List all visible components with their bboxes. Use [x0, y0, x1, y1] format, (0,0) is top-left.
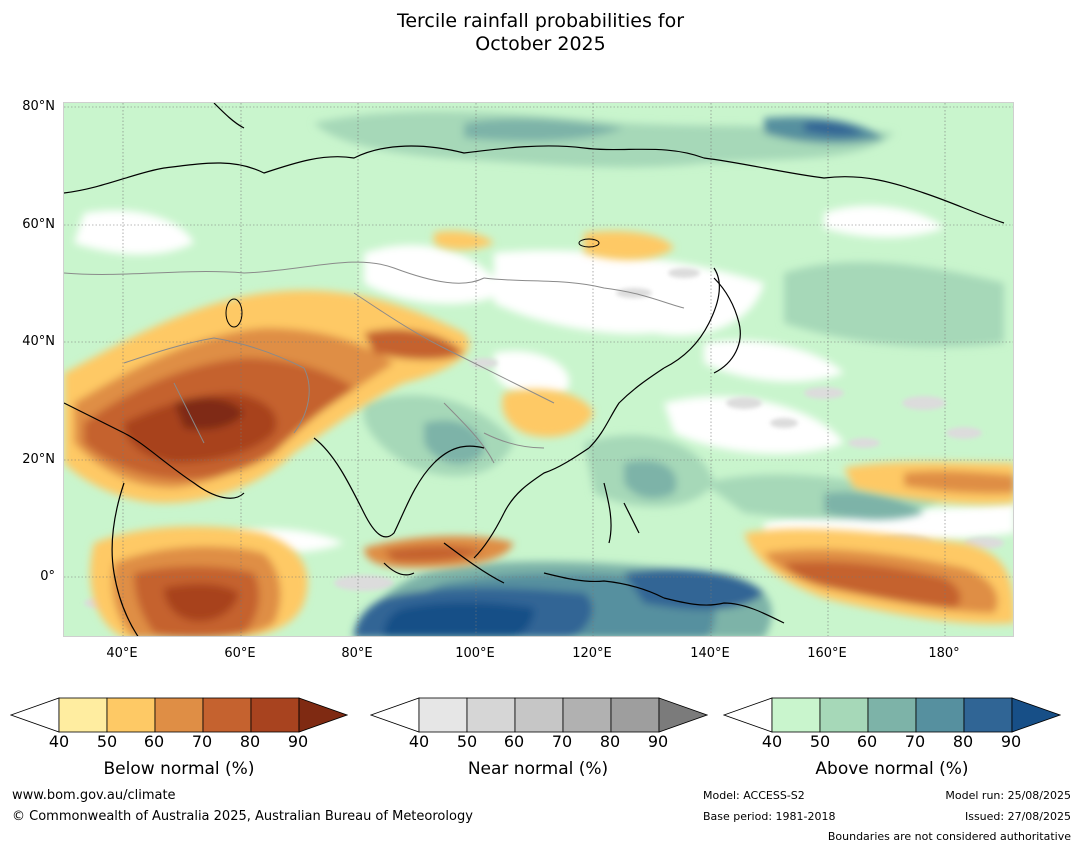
- near-normal-title: Near normal (%): [467, 759, 609, 779]
- above-normal-title: Above normal (%): [815, 759, 969, 779]
- above-colorbar-segment-5: [963, 697, 1013, 733]
- map-title: Tercile rainfall probabilities for Octob…: [0, 10, 1081, 56]
- lat-label-0: 0°: [40, 569, 55, 584]
- below-normal-title: Below normal (%): [103, 759, 255, 779]
- near-tick-50: 50: [456, 732, 478, 751]
- lat-label-80n: 80°N: [22, 99, 55, 114]
- below-colorbar-segment-1: [58, 697, 108, 733]
- above-colorbar-segment-2: [819, 697, 869, 733]
- lon-label-160e: 160°E: [807, 646, 847, 661]
- above-colorbar-segment-3: [867, 697, 917, 733]
- lat-label-60n: 60°N: [22, 217, 55, 232]
- below-colorbar-segment-3: [154, 697, 204, 733]
- below-colorbar-segment-5: [250, 697, 300, 733]
- near-tick-60: 60: [503, 732, 525, 751]
- near-normal-colorbar: [370, 697, 708, 733]
- above-tick-50: 50: [809, 732, 831, 751]
- map-canvas: [64, 103, 1013, 636]
- lat-label-20n: 20°N: [22, 452, 55, 467]
- model-run-date: Model run: 25/08/2025: [945, 789, 1071, 802]
- model-name: Model: ACCESS-S2: [703, 789, 805, 802]
- below-tick-70: 70: [191, 732, 213, 751]
- below-colorbar-extend-low: [10, 697, 60, 733]
- above-colorbar-extend-high: [1011, 697, 1061, 733]
- above-colorbar-segment-4: [915, 697, 965, 733]
- country-borders: [64, 261, 685, 464]
- graticule: [64, 103, 1013, 636]
- above-tick-70: 70: [904, 732, 926, 751]
- issued-date: Issued: 27/08/2025: [964, 810, 1071, 823]
- near-tick-70: 70: [551, 732, 573, 751]
- title-line-1: Tercile rainfall probabilities for: [396, 10, 685, 32]
- lakes: [225, 238, 600, 328]
- near-colorbar-extend-low: [370, 697, 420, 733]
- lon-label-60e: 60°E: [224, 646, 256, 661]
- base-period: Base period: 1981-2018: [703, 810, 836, 823]
- below-tick-60: 60: [143, 732, 165, 751]
- near-tick-80: 80: [599, 732, 621, 751]
- coastlines: [64, 103, 1005, 636]
- below-tick-80: 80: [239, 732, 261, 751]
- below-colorbar-segment-4: [202, 697, 252, 733]
- lon-label-120e: 120°E: [572, 646, 612, 661]
- below-tick-90: 90: [287, 732, 309, 751]
- above-tick-90: 90: [1000, 732, 1022, 751]
- above-tick-40: 40: [761, 732, 783, 751]
- title-line-2: October 2025: [475, 33, 606, 55]
- near-colorbar-extend-high: [658, 697, 708, 733]
- lon-label-140e: 140°E: [690, 646, 730, 661]
- lat-label-40n: 40°N: [22, 334, 55, 349]
- lon-label-40e: 40°E: [106, 646, 138, 661]
- below-tick-50: 50: [96, 732, 118, 751]
- near-colorbar-segment-4: [562, 697, 612, 733]
- near-colorbar-segment-5: [610, 697, 660, 733]
- near-tick-90: 90: [647, 732, 669, 751]
- below-normal-colorbar: [10, 697, 348, 733]
- above-colorbar-segment-1: [771, 697, 821, 733]
- above-tick-80: 80: [952, 732, 974, 751]
- copyright: © Commonwealth of Australia 2025, Austra…: [12, 809, 473, 824]
- near-colorbar-segment-3: [514, 697, 564, 733]
- lon-label-100e: 100°E: [455, 646, 495, 661]
- below-colorbar-extend-high: [298, 697, 348, 733]
- below-colorbar-segment-2: [106, 697, 156, 733]
- below-normal-areas: [64, 231, 1013, 636]
- near-tick-40: 40: [408, 732, 430, 751]
- lon-label-180: 180°: [928, 646, 960, 661]
- below-tick-40: 40: [48, 732, 70, 751]
- rainfall-probability-map: [63, 102, 1014, 637]
- near-colorbar-segment-1: [418, 697, 468, 733]
- above-tick-60: 60: [856, 732, 878, 751]
- boundaries-disclaimer: Boundaries are not considered authoritat…: [827, 830, 1071, 843]
- above-colorbar-extend-low: [723, 697, 773, 733]
- lon-label-80e: 80°E: [341, 646, 373, 661]
- website-link[interactable]: www.bom.gov.au/climate: [12, 788, 176, 803]
- above-normal-colorbar: [723, 697, 1061, 733]
- near-colorbar-segment-2: [466, 697, 516, 733]
